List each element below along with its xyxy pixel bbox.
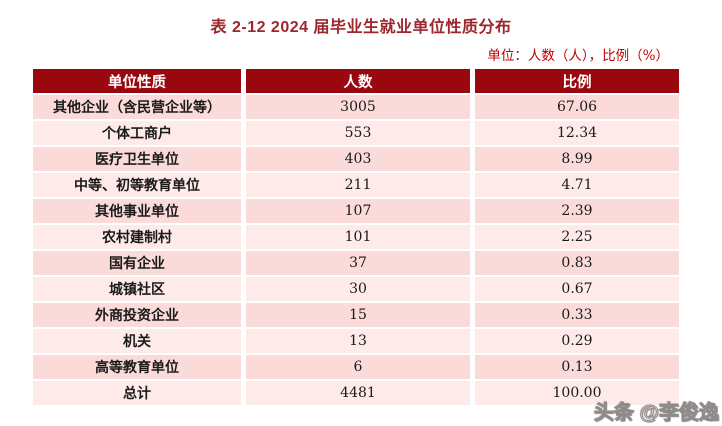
cell-ratio: 0.13 <box>475 355 679 379</box>
cell-count: 101 <box>246 225 470 249</box>
cell-count: 403 <box>246 147 470 171</box>
cell-ratio: 8.99 <box>475 147 679 171</box>
cell-unit-nature: 高等教育单位 <box>33 355 241 379</box>
cell-unit-nature: 国有企业 <box>33 251 241 275</box>
cell-unit-nature: 农村建制村 <box>33 225 241 249</box>
cell-count: 13 <box>246 329 470 353</box>
cell-unit-nature: 城镇社区 <box>33 277 241 301</box>
cell-ratio: 0.33 <box>475 303 679 327</box>
header-unit-nature: 单位性质 <box>33 69 241 93</box>
cell-count: 37 <box>246 251 470 275</box>
table-row-total: 总计 4481 100.00 <box>33 381 679 405</box>
employment-unit-table: 单位性质 人数 比例 其他企业（含民营企业等） 3005 67.06 个体工商户… <box>33 69 679 405</box>
cell-ratio: 67.06 <box>475 95 679 119</box>
cell-unit-nature: 机关 <box>33 329 241 353</box>
table-header: 单位性质 人数 比例 <box>33 69 679 93</box>
cell-unit-nature: 其他事业单位 <box>33 199 241 223</box>
cell-unit-nature: 外商投资企业 <box>33 303 241 327</box>
cell-ratio: 12.34 <box>475 121 679 145</box>
cell-unit-nature: 其他企业（含民营企业等） <box>33 95 241 119</box>
table-row: 医疗卫生单位 403 8.99 <box>33 147 679 171</box>
cell-ratio: 2.25 <box>475 225 679 249</box>
table-row: 外商投资企业 15 0.33 <box>33 303 679 327</box>
table-row: 城镇社区 30 0.67 <box>33 277 679 301</box>
header-ratio: 比例 <box>475 69 679 93</box>
cell-count: 3005 <box>246 95 470 119</box>
toutiao-watermark: 头条 @李俊逸 <box>593 402 719 425</box>
cell-ratio: 0.29 <box>475 329 679 353</box>
table-row: 高等教育单位 6 0.13 <box>33 355 679 379</box>
table-row: 国有企业 37 0.83 <box>33 251 679 275</box>
table-row: 其他企业（含民营企业等） 3005 67.06 <box>33 95 679 119</box>
cell-unit-nature: 个体工商户 <box>33 121 241 145</box>
cell-count: 107 <box>246 199 470 223</box>
cell-ratio: 0.67 <box>475 277 679 301</box>
table-row: 中等、初等教育单位 211 4.71 <box>33 173 679 197</box>
unit-note: 单位：人数（人），比例（%） <box>487 48 669 64</box>
cell-ratio: 4.71 <box>475 173 679 197</box>
table-body: 其他企业（含民营企业等） 3005 67.06 个体工商户 553 12.34 … <box>33 95 679 405</box>
table-row: 个体工商户 553 12.34 <box>33 121 679 145</box>
table-row: 机关 13 0.29 <box>33 329 679 353</box>
table-row: 其他事业单位 107 2.39 <box>33 199 679 223</box>
cell-ratio: 0.83 <box>475 251 679 275</box>
cell-ratio: 2.39 <box>475 199 679 223</box>
cell-count: 6 <box>246 355 470 379</box>
table-row: 农村建制村 101 2.25 <box>33 225 679 249</box>
cell-ratio: 100.00 <box>475 381 679 405</box>
header-row: 单位性质 人数 比例 <box>33 69 679 93</box>
cell-count: 30 <box>246 277 470 301</box>
cell-unit-nature: 中等、初等教育单位 <box>33 173 241 197</box>
cell-unit-nature: 总计 <box>33 381 241 405</box>
header-count: 人数 <box>246 69 470 93</box>
cell-count: 4481 <box>246 381 470 405</box>
cell-count: 15 <box>246 303 470 327</box>
table-title: 表 2-12 2024 届毕业生就业单位性质分布 <box>210 19 512 36</box>
cell-count: 553 <box>246 121 470 145</box>
cell-count: 211 <box>246 173 470 197</box>
cell-unit-nature: 医疗卫生单位 <box>33 147 241 171</box>
